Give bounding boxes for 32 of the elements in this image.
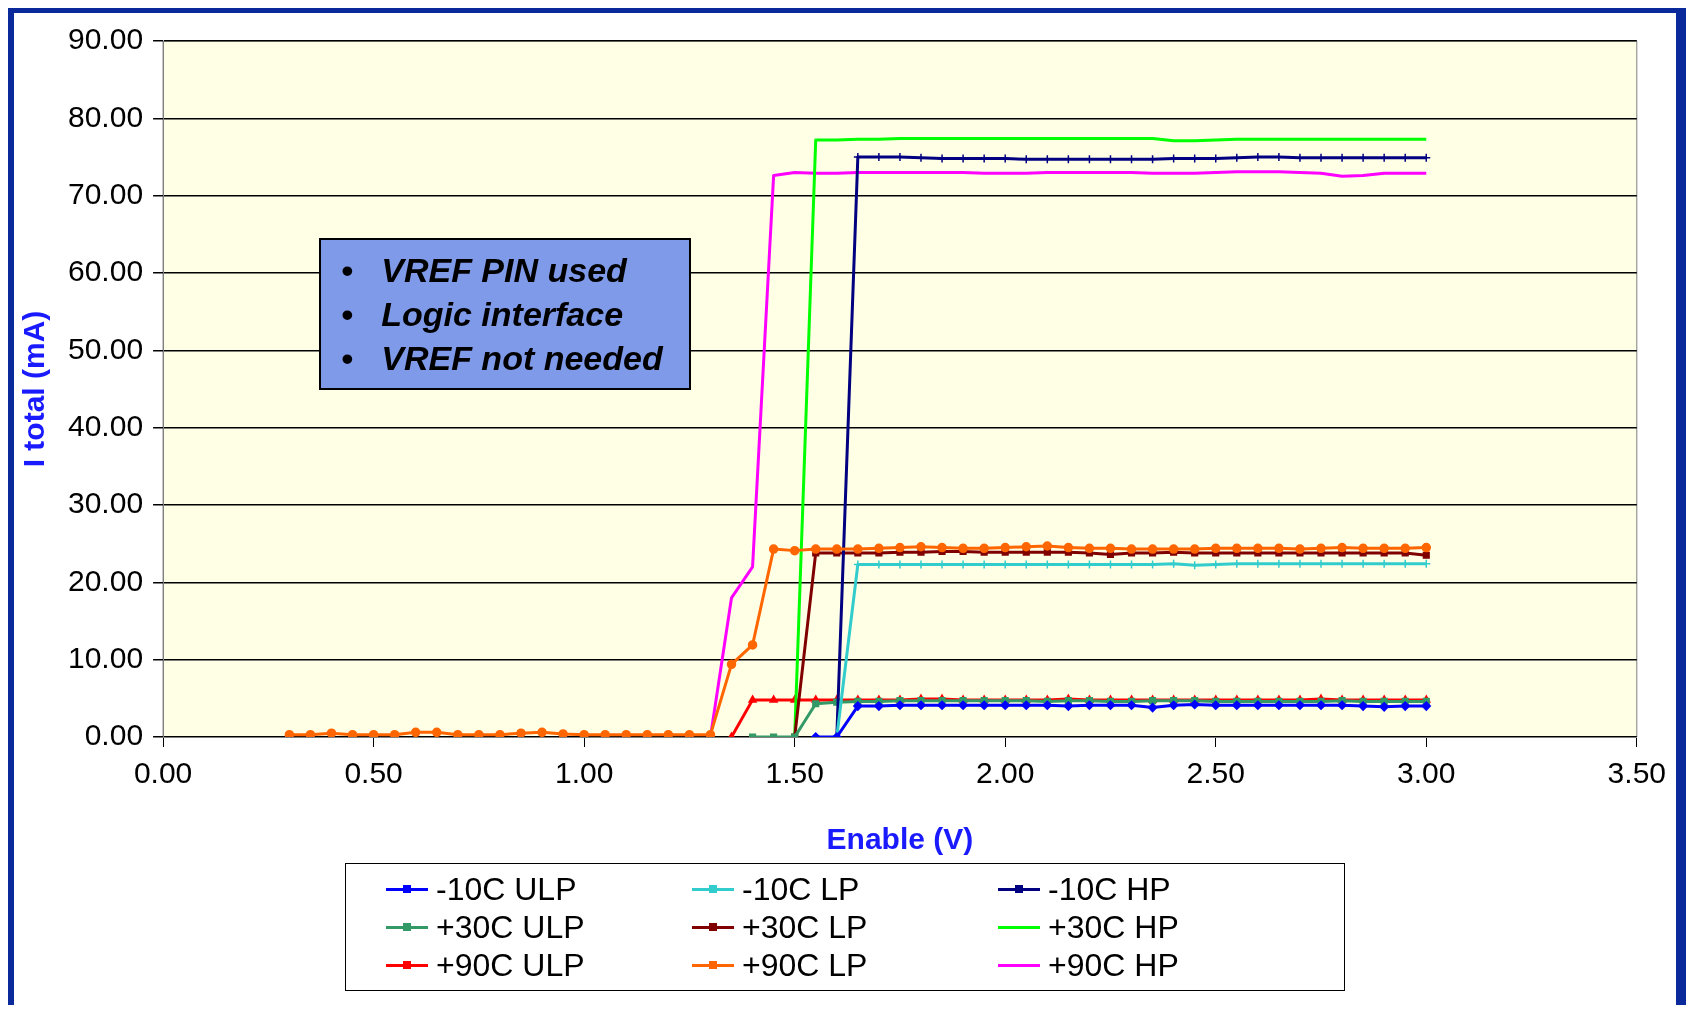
x-tick-label: 1.50: [765, 756, 824, 790]
annotation: • Logic interface: [341, 294, 625, 335]
y-tick-label: 60.00: [68, 254, 144, 288]
annotation: • VREF not needed: [341, 338, 665, 379]
legend-label: -10C LP: [742, 870, 860, 908]
y-tick-label: 40.00: [68, 408, 144, 442]
x-tick-label: 2.00: [976, 756, 1035, 790]
y-tick-label: 80.00: [68, 99, 144, 133]
x-tick-label: 2.50: [1186, 756, 1245, 790]
y-axis-title: I total (mA): [17, 310, 51, 468]
x-tick-label: 0.50: [344, 756, 403, 790]
annotation: • VREF PIN used: [341, 250, 629, 291]
y-tick-label: 30.00: [68, 486, 144, 520]
y-tick-label: 0.00: [84, 718, 144, 752]
y-tick-label: 50.00: [68, 331, 144, 365]
y-tick-label: 70.00: [68, 176, 144, 210]
x-tick-label: 3.50: [1607, 756, 1666, 790]
legend-label: +90C ULP: [436, 946, 585, 984]
legend-label: +30C ULP: [436, 908, 585, 946]
y-tick-label: 90.00: [68, 22, 144, 56]
y-tick-label: 20.00: [68, 563, 144, 597]
legend-label: +90C HP: [1048, 946, 1179, 984]
legend-label: +90C LP: [742, 946, 868, 984]
legend-label: +30C LP: [742, 908, 868, 946]
legend-label: -10C HP: [1048, 870, 1171, 908]
x-tick-label: 0.00: [133, 756, 193, 790]
legend-label: -10C ULP: [436, 870, 577, 908]
legend-label: +30C HP: [1048, 908, 1179, 946]
x-tick-label: 1.00: [554, 756, 614, 790]
x-axis-title: Enable (V): [826, 822, 974, 856]
y-tick-label: 10.00: [68, 640, 144, 674]
x-tick-label: 3.00: [1397, 756, 1456, 790]
